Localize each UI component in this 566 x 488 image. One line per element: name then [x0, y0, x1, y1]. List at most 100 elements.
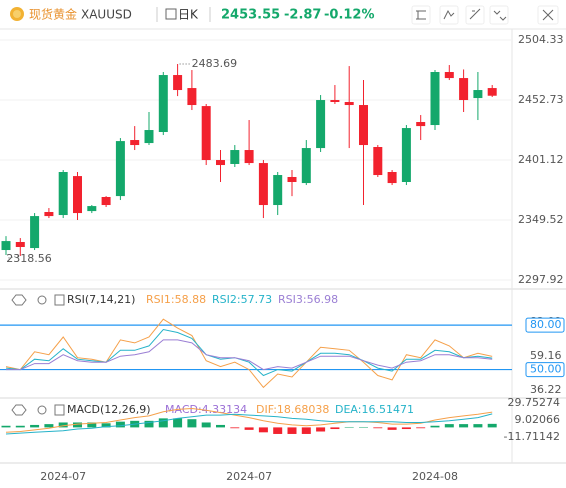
candle-body — [15, 242, 25, 248]
macd-bar — [115, 421, 125, 428]
candle-body — [416, 122, 426, 127]
instrument-name: 现货黄金 — [29, 7, 77, 22]
macd-bar — [273, 427, 283, 434]
toolbar-icon — [542, 9, 554, 21]
candle-body — [373, 147, 383, 176]
candle-body — [401, 128, 411, 183]
toolbar-icon — [443, 9, 455, 20]
candle-body — [101, 197, 111, 206]
macd-bar — [30, 424, 40, 428]
gold-icon-inner — [13, 10, 21, 18]
price: 2453.55 — [221, 8, 280, 23]
toolbar-icon — [416, 10, 426, 20]
macd-title: MACD(12,26,9) — [67, 403, 151, 416]
macd-line — [5, 407, 493, 433]
macd-bar — [44, 424, 54, 428]
legend-entry: RSI3:56.98 — [278, 293, 338, 306]
candle-body — [158, 75, 168, 133]
low-annotation: 2318.56 — [6, 252, 52, 265]
rsi-line — [5, 318, 493, 389]
y-tick-label: 59.16 — [530, 349, 562, 362]
macd-bar — [359, 426, 368, 428]
rsi-line — [6, 339, 493, 371]
macd-bar — [87, 422, 97, 428]
candle-body — [273, 175, 283, 206]
candle-body — [359, 105, 368, 146]
macd-bar — [401, 427, 411, 430]
candle-body — [30, 216, 40, 249]
period[interactable]: 日K — [178, 8, 199, 22]
lock-icon — [54, 294, 65, 306]
candle-body — [130, 140, 140, 146]
candle-body — [387, 172, 397, 184]
macd-bar — [487, 423, 497, 428]
macd-bar — [444, 424, 454, 428]
candle-body — [1, 241, 11, 251]
candle-body — [301, 148, 311, 184]
toolbar-button[interactable] — [489, 5, 509, 25]
macd-bar — [1, 425, 11, 428]
candle-body — [115, 141, 125, 197]
candle-body — [230, 150, 240, 164]
candle-body — [216, 160, 225, 166]
gear-icon[interactable] — [37, 295, 47, 305]
legend-entry: RSI1:58.88 — [146, 293, 206, 306]
candle-body — [187, 88, 197, 106]
toolbar-button[interactable] — [465, 5, 485, 25]
y-tick-label: 29.75274 — [508, 396, 561, 409]
macd-bar — [473, 424, 483, 428]
macd-bar — [101, 423, 111, 428]
y-tick-label: 2452.73 — [518, 93, 564, 106]
candle-body — [173, 75, 183, 91]
symbol: XAUUSD — [81, 8, 132, 22]
candle-body — [87, 206, 97, 212]
candle-body — [487, 88, 497, 96]
calendar-icon — [165, 8, 177, 20]
legend-entry: MACD:4.33134 — [165, 403, 247, 416]
candle-body — [430, 72, 440, 126]
candle-body — [344, 102, 354, 106]
macd-bar — [244, 427, 254, 430]
legend-entry: DIF:18.68038 — [256, 403, 329, 416]
y-tick-label: -11.71142 — [504, 430, 560, 443]
toolbar-button[interactable] — [537, 5, 559, 25]
lock-icon — [54, 404, 65, 416]
candle-body — [258, 163, 268, 206]
candle-body — [473, 90, 483, 99]
macd-bar — [15, 425, 25, 428]
y-tick-label: 9.02066 — [515, 413, 561, 426]
x-tick-label: 2024-08 — [412, 470, 458, 483]
candle-body — [58, 172, 68, 216]
macd-icons — [11, 404, 65, 416]
x-tick-label: 2024-07 — [40, 470, 86, 483]
gear-icon[interactable] — [37, 405, 47, 415]
high-annotation: 2483.69 — [192, 57, 238, 70]
macd-bar — [216, 424, 225, 428]
macd-bar — [201, 422, 211, 428]
y-tick-label: 2504.33 — [518, 33, 564, 46]
reference-label-box — [525, 317, 565, 333]
macd-bar — [459, 424, 469, 428]
macd-bar — [416, 427, 426, 429]
toolbar-button[interactable] — [411, 5, 431, 25]
change-pct: -0.12% — [324, 8, 375, 23]
toolbar-icon — [469, 8, 481, 20]
macd-bar — [187, 419, 197, 428]
candle-body — [316, 100, 326, 149]
macd-bar — [344, 426, 354, 428]
x-tick-label: 2024-07 — [226, 470, 272, 483]
eye-icon[interactable] — [11, 404, 27, 416]
macd-bar — [73, 422, 82, 428]
rsi-title: RSI(7,14,21) — [67, 293, 135, 306]
y-tick-label: 2297.92 — [518, 273, 564, 286]
candle-body — [73, 176, 82, 214]
reference-label: 80.00 — [530, 318, 562, 331]
macd-bar — [144, 420, 154, 428]
macd-bar — [158, 418, 168, 428]
candle-body — [201, 106, 211, 161]
candle-body — [244, 150, 254, 164]
macd-bar — [387, 427, 397, 430]
toolbar-button[interactable] — [439, 5, 459, 25]
eye-icon[interactable] — [11, 294, 27, 306]
toolbar — [411, 5, 559, 25]
